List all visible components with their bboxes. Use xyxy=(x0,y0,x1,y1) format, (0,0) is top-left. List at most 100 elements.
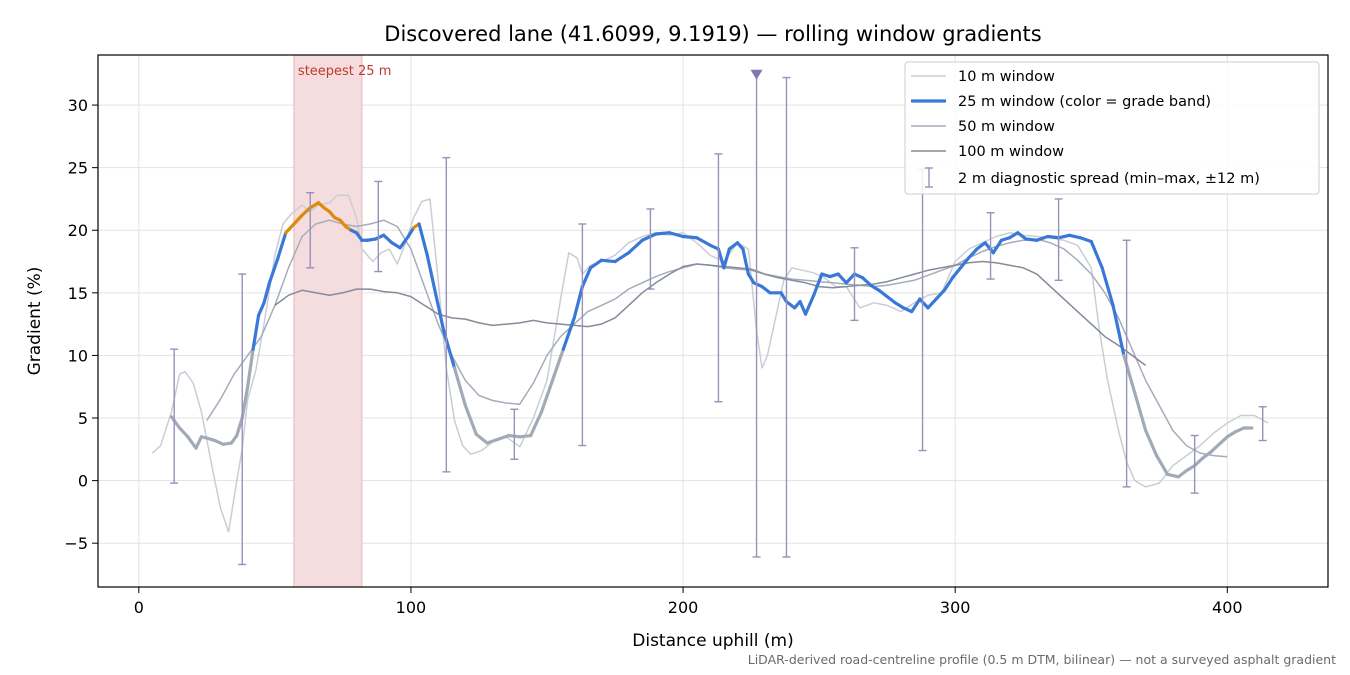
series-25m-segment-mid xyxy=(1016,231,1028,241)
series-25m-segment-mid xyxy=(727,241,740,251)
series-25m-segment-low xyxy=(246,347,255,389)
y-tick-label: 5 xyxy=(78,409,88,428)
series-25m-segment-mid xyxy=(918,297,930,310)
series-25m-segment-mid xyxy=(1100,266,1115,307)
series-25m-segment-mid xyxy=(934,288,946,301)
legend-label-25m: 25 m window (color = grade band) xyxy=(958,94,1211,110)
series-25m-segment-mid xyxy=(722,247,731,270)
series-25m-segment-mid xyxy=(803,293,816,316)
series-25m-segment-low xyxy=(1165,472,1180,479)
legend-label-100m: 100 m window xyxy=(958,144,1064,160)
footnote: LiDAR-derived road-centreline profile (0… xyxy=(748,652,1336,667)
x-axis-label: Distance uphill (m) xyxy=(632,631,793,651)
series-25m-segment-low xyxy=(529,410,544,438)
series-layer xyxy=(151,194,1269,533)
series-25m-segment-mid xyxy=(627,238,644,255)
series-25m-segment-mid xyxy=(991,238,1004,255)
series-25m-segment-low xyxy=(1201,450,1213,460)
diagnostic-spread-bar xyxy=(1258,406,1267,442)
series-25m-segment-mid xyxy=(877,288,889,299)
x-tick-label: 400 xyxy=(1212,598,1243,617)
chart-title: Discovered lane (41.6099, 9.1919) — roll… xyxy=(384,22,1041,46)
series-25m-segment-low xyxy=(496,433,511,441)
series-25m-segment-high xyxy=(292,213,304,226)
legend-label-diagnostic: 2 m diagnostic spread (min–max, ±12 m) xyxy=(958,171,1260,187)
series-25m-segment-mid xyxy=(716,247,726,270)
series-25m-segment-low xyxy=(474,432,489,445)
series-25m-segment-mid xyxy=(398,234,410,250)
y-tick-label: 0 xyxy=(78,472,88,491)
series-25m-segment-mid xyxy=(406,226,416,239)
series-25m-segment-mid xyxy=(588,258,604,270)
series-25m-segment-mid xyxy=(885,294,897,305)
series-25m-segment-mid xyxy=(251,313,261,351)
diagnostic-spread-bar xyxy=(1054,198,1063,282)
series-25m-segment-mid xyxy=(262,281,272,305)
series-25m-segment-low xyxy=(235,416,244,438)
y-axis-label: Gradient (%) xyxy=(25,267,45,376)
series-25m-segment-mid xyxy=(959,256,971,270)
series-25m-segment-mid xyxy=(267,257,280,285)
series-25m-segment-mid xyxy=(667,231,685,239)
series-25m-segment-mid xyxy=(425,253,438,295)
series-25m-segment-mid xyxy=(950,266,963,280)
series-25m-segment-mid xyxy=(779,291,789,304)
diagnostic-spread-bar xyxy=(646,208,655,290)
series-25m-segment-mid xyxy=(967,247,979,260)
series-25m-segment-mid xyxy=(861,276,873,287)
diagnostic-spread-bar xyxy=(750,69,763,558)
x-tick-label: 0 xyxy=(134,598,144,617)
series-25m-segment-mid xyxy=(613,251,631,264)
diagnostic-spread-bar xyxy=(1122,239,1131,488)
series-25m-segment-mid xyxy=(681,234,699,240)
series-25m-segment-low xyxy=(1209,442,1221,454)
legend-swatch-diagnostic xyxy=(925,167,933,188)
diagnostic-spread-bar xyxy=(986,212,995,280)
series-25m-segment-mid xyxy=(812,272,824,297)
diagnostic-spread-bar xyxy=(238,273,247,566)
series-25m-segment-low xyxy=(452,366,467,408)
series-25m-segment-mid xyxy=(1035,234,1050,242)
steepest-band-label: steepest 25 m xyxy=(298,64,391,79)
series-25m-segment-low xyxy=(463,403,478,436)
series-25m-segment-mid xyxy=(441,328,457,370)
plot-frame xyxy=(97,54,1329,588)
series-25m-segment-mid xyxy=(433,291,446,332)
series-25m-segment-low xyxy=(518,433,533,439)
steepest-band xyxy=(293,54,363,588)
y-tick-label: 30 xyxy=(68,96,88,115)
series-25m-segment-low xyxy=(1144,428,1159,458)
series-25m-segment-low xyxy=(1133,391,1148,433)
diagnostic-spread-bar xyxy=(850,247,859,322)
series-25m-segment-mid xyxy=(1046,234,1061,240)
series-25m-segment-low xyxy=(1217,435,1229,446)
y-tick-label: 20 xyxy=(68,221,88,240)
series-25m-segment-mid xyxy=(599,258,617,264)
series-25m-segment-low xyxy=(539,378,555,414)
diagnostic-spread-bar xyxy=(782,76,791,558)
series-25m-window xyxy=(169,201,1254,479)
series-25m-segment-mid xyxy=(746,272,756,285)
diagnostic-clip-marker xyxy=(750,69,763,80)
series-25m-segment-mid xyxy=(640,232,658,242)
series-25m-segment-mid xyxy=(836,272,848,285)
series-100m-window xyxy=(274,260,1147,367)
series-25m-segment-mid xyxy=(1067,233,1082,240)
series-25m-segment-mid xyxy=(572,284,584,320)
diagnostic-spread-bar xyxy=(442,156,451,473)
series-25m-segment-low xyxy=(550,347,565,383)
series-25m-segment-mid xyxy=(654,231,672,236)
series-25m-segment-mid xyxy=(561,316,576,351)
series-25m-segment-mid xyxy=(983,241,995,255)
series-25m-segment-mid xyxy=(1078,236,1093,244)
diagnostic-spread-bar xyxy=(306,191,315,269)
legend-label-10m: 10 m window xyxy=(958,69,1055,85)
series-25m-segment-mid xyxy=(784,299,797,310)
series-25m-segment-mid xyxy=(1111,303,1126,358)
y-tick-label: 15 xyxy=(68,284,88,303)
series-25m-segment-mid xyxy=(276,231,288,261)
legend: 10 m window 25 m window (color = grade b… xyxy=(904,61,1320,195)
y-tick-label: 25 xyxy=(68,159,88,178)
series-25m-segment-mid xyxy=(741,247,750,276)
